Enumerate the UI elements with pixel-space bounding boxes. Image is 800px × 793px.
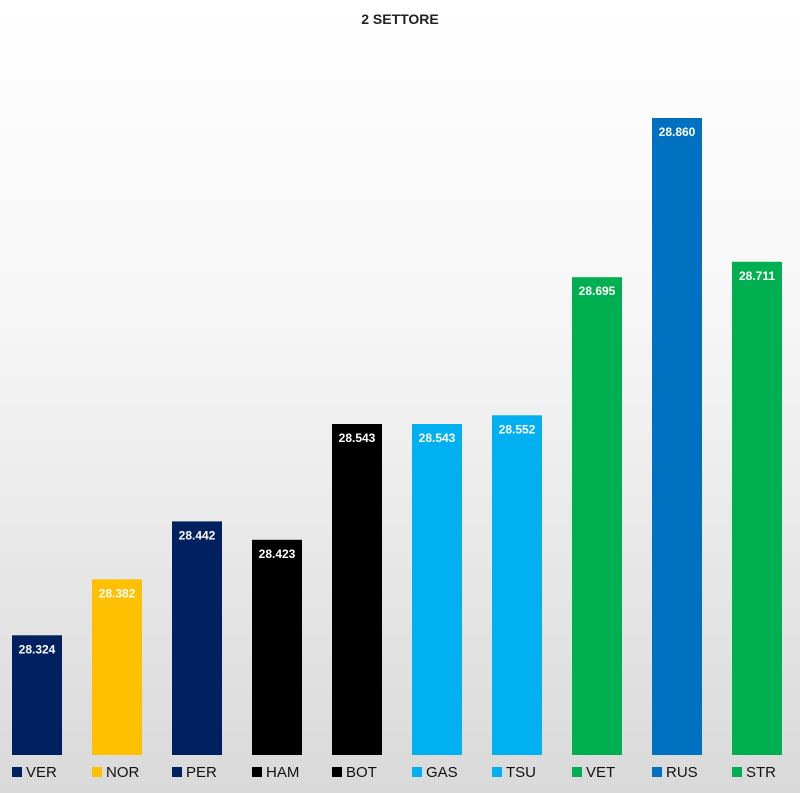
legend-swatch-str <box>732 767 742 777</box>
legend-swatch-ver <box>12 767 22 777</box>
legend-label-ham: HAM <box>266 764 299 781</box>
legend: VER NOR PER HAM BOT GAS TSU VET RUS STR <box>12 764 776 781</box>
legend-swatch-vet <box>572 767 582 777</box>
legend-label-str: STR <box>746 764 776 781</box>
data-label-nor: 28.382 <box>99 586 136 600</box>
bar-rus <box>652 118 702 755</box>
legend-label-per: PER <box>186 764 217 781</box>
data-label-per: 28.442 <box>179 528 216 542</box>
legend-label-gas: GAS <box>426 764 458 781</box>
data-label-ver: 28.324 <box>19 642 56 656</box>
data-label-bot: 28.543 <box>339 431 376 445</box>
data-label-gas: 28.543 <box>419 431 456 445</box>
data-labels-group: 28.324 28.382 28.442 28.423 28.543 28.543 28.5… <box>19 125 776 656</box>
legend-label-ver: VER <box>26 764 57 781</box>
data-label-vet: 28.695 <box>579 284 616 298</box>
legend-swatch-gas <box>412 767 422 777</box>
data-label-tsu: 28.552 <box>499 422 536 436</box>
bar-tsu <box>492 415 542 755</box>
legend-swatch-per <box>172 767 182 777</box>
legend-label-nor: NOR <box>106 764 140 781</box>
bar-per <box>172 521 222 755</box>
legend-label-vet: VET <box>586 764 615 781</box>
legend-swatch-tsu <box>492 767 502 777</box>
legend-label-tsu: TSU <box>506 764 536 781</box>
bar-nor <box>92 579 142 755</box>
data-label-rus: 28.860 <box>659 125 696 139</box>
bar-vet <box>572 277 622 755</box>
data-label-str: 28.711 <box>739 269 775 283</box>
legend-swatch-bot <box>332 767 342 777</box>
bar-bot <box>332 424 382 755</box>
bar-gas <box>412 424 462 755</box>
bars-group <box>12 118 782 755</box>
legend-swatch-ham <box>252 767 262 777</box>
bar-ham <box>252 539 302 755</box>
bar-str <box>732 261 782 755</box>
data-label-ham: 28.423 <box>259 547 296 561</box>
legend-swatch-rus <box>652 767 662 777</box>
bar-ver <box>12 635 62 755</box>
legend-swatch-nor <box>92 767 102 777</box>
legend-label-rus: RUS <box>666 764 698 781</box>
chart-title: 2 SETTORE <box>361 11 439 27</box>
legend-label-bot: BOT <box>346 764 377 781</box>
